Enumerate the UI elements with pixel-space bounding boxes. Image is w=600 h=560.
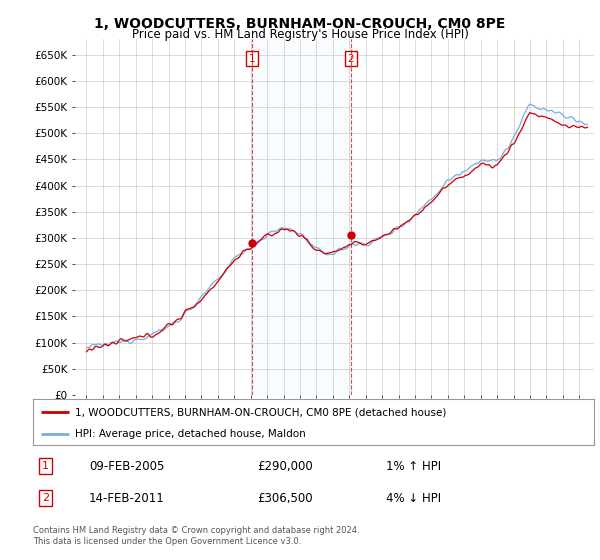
Text: 1% ↑ HPI: 1% ↑ HPI bbox=[386, 460, 442, 473]
Bar bbox=[253, 39, 351, 395]
Text: 1, WOODCUTTERS, BURNHAM-ON-CROUCH, CM0 8PE (detached house): 1, WOODCUTTERS, BURNHAM-ON-CROUCH, CM0 8… bbox=[75, 407, 446, 417]
Text: 1: 1 bbox=[42, 461, 49, 471]
Text: 1: 1 bbox=[249, 54, 256, 63]
Text: £306,500: £306,500 bbox=[257, 492, 313, 505]
Text: Contains HM Land Registry data © Crown copyright and database right 2024.
This d: Contains HM Land Registry data © Crown c… bbox=[33, 526, 359, 546]
Text: 14-FEB-2011: 14-FEB-2011 bbox=[89, 492, 165, 505]
Text: 2: 2 bbox=[347, 54, 354, 63]
Text: 2: 2 bbox=[42, 493, 49, 503]
Text: HPI: Average price, detached house, Maldon: HPI: Average price, detached house, Mald… bbox=[75, 429, 306, 438]
Text: Price paid vs. HM Land Registry's House Price Index (HPI): Price paid vs. HM Land Registry's House … bbox=[131, 28, 469, 41]
Text: 09-FEB-2005: 09-FEB-2005 bbox=[89, 460, 164, 473]
Text: 4% ↓ HPI: 4% ↓ HPI bbox=[386, 492, 442, 505]
Text: 1, WOODCUTTERS, BURNHAM-ON-CROUCH, CM0 8PE: 1, WOODCUTTERS, BURNHAM-ON-CROUCH, CM0 8… bbox=[94, 17, 506, 31]
Text: £290,000: £290,000 bbox=[257, 460, 313, 473]
